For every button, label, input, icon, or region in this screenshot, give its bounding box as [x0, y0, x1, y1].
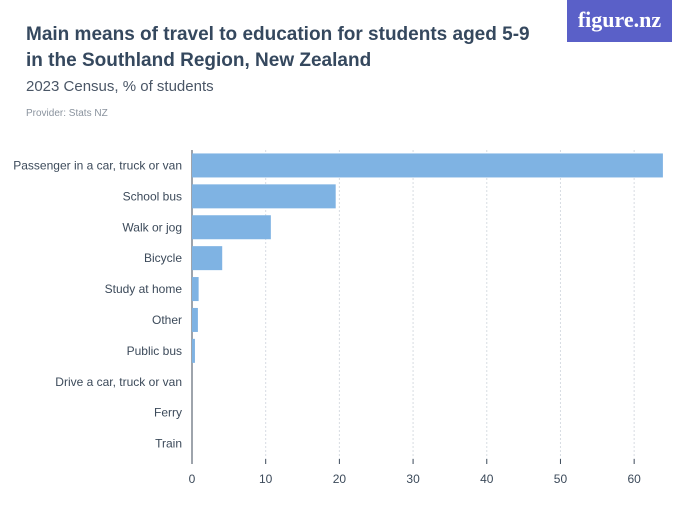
bar[interactable]	[192, 246, 223, 271]
category-labels: Passenger in a car, truck or van School b…	[13, 158, 182, 450]
category-label: Drive a car, truck or van	[55, 375, 182, 389]
x-tick-label: 10	[259, 472, 273, 486]
category-label: School bus	[123, 189, 182, 203]
bars	[192, 153, 663, 363]
x-tick-label: 20	[333, 472, 347, 486]
bar[interactable]	[192, 338, 195, 363]
bar[interactable]	[192, 153, 663, 178]
figure-nz-logo[interactable]: figure.nz	[567, 0, 672, 42]
category-label: Other	[152, 313, 182, 327]
category-label: Ferry	[154, 406, 182, 420]
x-tick-label: 60	[627, 472, 641, 486]
chart-subtitle: 2023 Census, % of students	[26, 78, 214, 95]
chart-title: Main means of travel to education for st…	[26, 24, 530, 71]
category-label: Bicycle	[144, 251, 182, 265]
category-label: Public bus	[127, 344, 182, 358]
x-axis-ticks: 0 10 20 30 40 50 60	[189, 459, 641, 486]
provider-note: Provider: Stats NZ	[26, 108, 108, 119]
category-label: Study at home	[105, 282, 183, 296]
bar[interactable]	[192, 307, 198, 332]
x-tick-label: 40	[480, 472, 494, 486]
x-tick-label: 30	[406, 472, 420, 486]
bar[interactable]	[192, 215, 271, 240]
category-label: Walk or jog	[122, 220, 182, 234]
bar[interactable]	[192, 184, 336, 209]
bar[interactable]	[192, 277, 199, 302]
category-label: Train	[155, 437, 182, 451]
category-label: Passenger in a car, truck or van	[13, 158, 182, 172]
x-tick-label: 50	[554, 472, 568, 486]
x-tick-label: 0	[189, 472, 196, 486]
